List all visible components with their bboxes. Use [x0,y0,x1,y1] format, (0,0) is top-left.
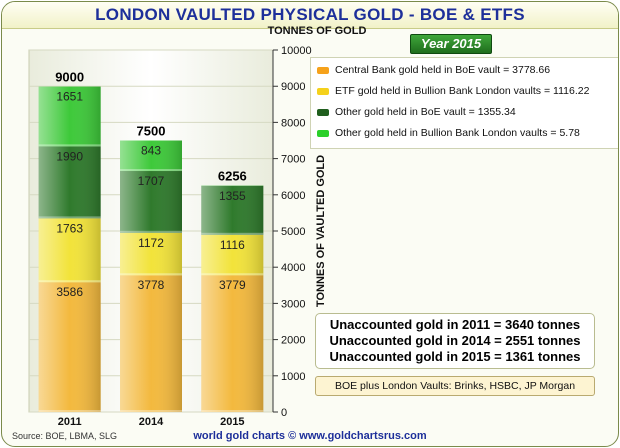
y-axis: 0 1000 2000 3000 4000 5000 6000 7000 8000 9000 100… [272,45,312,419]
bar-highlight [120,169,182,172]
bar-shine [38,86,101,147]
bar-highlight [38,144,101,147]
bars [38,86,264,412]
legend-swatch [317,129,329,137]
x-tick-label: 2011 [58,416,82,428]
unaccounted-line: Unaccounted gold in 2014 = 2551 tonnes [329,333,581,348]
bar-value-label: 1651 [56,90,83,104]
bar-value-label: 3779 [219,278,246,292]
bar-highlight [201,232,264,235]
bar-labels: 3586 1763 1990 1651 9000 2011 3778 1172 1707 843 7… [55,70,247,428]
y-tick-label: 4000 [281,262,305,274]
unaccounted-line: Unaccounted gold in 2011 = 3640 tonnes [329,317,581,332]
x-tick-label: 2014 [139,416,164,428]
unaccounted-gold-box: Unaccounted gold in 2011 = 3640 tonnes U… [315,313,595,369]
bar-shine [201,275,264,412]
legend-label: ETF gold held in Bullion Bank London vau… [335,85,590,98]
bar-highlight [120,410,182,412]
bar-shine [201,185,264,235]
bar-shine [201,234,264,276]
bar-shine [38,218,101,283]
y-tick-label: 8000 [281,117,305,129]
bar-total-label: 7500 [137,124,166,139]
unaccounted-line: Unaccounted gold in 2015 = 1361 tonnes [329,349,581,364]
bar-shine [120,140,182,172]
x-tick-label: 2015 [220,416,244,428]
year-badge: Year 2015 [410,34,492,54]
bar-value-label: 843 [141,144,161,158]
chart-title: LONDON VAULTED PHYSICAL GOLD - BOE & ETF… [95,5,525,24]
bar-highlight [38,280,101,283]
legend-item: Central Bank gold held in BoE vault = 37… [317,64,550,80]
title-bar: LONDON VAULTED PHYSICAL GOLD - BOE & ETF… [2,2,618,29]
bar-value-label: 1116 [220,238,245,252]
bar-shine [120,232,182,276]
legend-label: Other gold held in Bullion Bank London v… [335,127,580,140]
legend: Central Bank gold held in BoE vault = 37… [310,57,618,149]
y-tick-label: 6000 [281,190,305,202]
vaults-note: BOE plus London Vaults: Brinks, HSBC, JP… [315,376,595,396]
y-tick-label: 0 [281,407,287,419]
bar-highlight [201,273,264,276]
bar-highlight [201,410,264,412]
bar-value-label: 1707 [138,174,165,188]
legend-swatch [317,87,329,95]
y-tick-label: 9000 [281,81,305,93]
bar-highlight [38,216,101,219]
source-note: Source: BOE, LBMA, SLG [12,431,118,441]
bar-shine [120,171,182,233]
bar-highlight [120,273,182,276]
bar-value-label: 3778 [138,278,165,292]
y-axis-label: TONNES OF VAULTED GOLD [315,155,327,307]
y-tick-label: 7000 [281,154,305,166]
y-tick-label: 2000 [281,335,305,347]
bar-total-label: 6256 [218,169,247,184]
legend-item: Other gold held in Bullion Bank London v… [317,127,580,143]
y-tick-label: 5000 [281,226,305,238]
y-tick-label: 10000 [281,45,312,57]
bar-value-label: 3586 [56,285,83,299]
bar-total-label: 9000 [55,70,84,85]
bar-highlight [120,230,182,233]
legend-label: Other gold held in BoE vault = 1355.34 [335,106,516,119]
legend-item: ETF gold held in Bullion Bank London vau… [317,85,589,101]
y-tick-label: 3000 [281,298,305,310]
footer-credit: world gold charts © www.goldchartsrus.co… [193,430,427,442]
bar-value-label: 1763 [56,221,83,235]
y-axis-title: TONNES OF GOLD [268,25,367,37]
bar-value-label: 1990 [56,149,83,163]
bar-shine [38,146,101,219]
bar-highlight [38,410,101,412]
legend-label: Central Bank gold held in BoE vault = 37… [335,64,551,77]
bar-value-label: 1355 [219,189,246,203]
legend-swatch [317,66,329,74]
bar-shine [120,275,182,412]
legend-item: Other gold held in BoE vault = 1355.34 [317,106,516,122]
legend-swatch [317,108,329,116]
bar-value-label: 1172 [138,236,164,250]
bar-shine [38,282,101,412]
y-tick-label: 1000 [281,371,305,383]
